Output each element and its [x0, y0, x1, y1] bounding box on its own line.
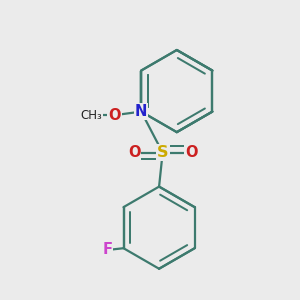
- Text: F: F: [102, 242, 112, 257]
- Text: O: O: [185, 145, 197, 160]
- Text: CH₃: CH₃: [80, 109, 102, 122]
- Text: O: O: [108, 108, 121, 123]
- Text: N: N: [135, 104, 147, 119]
- Text: O: O: [128, 145, 140, 160]
- Text: S: S: [157, 145, 168, 160]
